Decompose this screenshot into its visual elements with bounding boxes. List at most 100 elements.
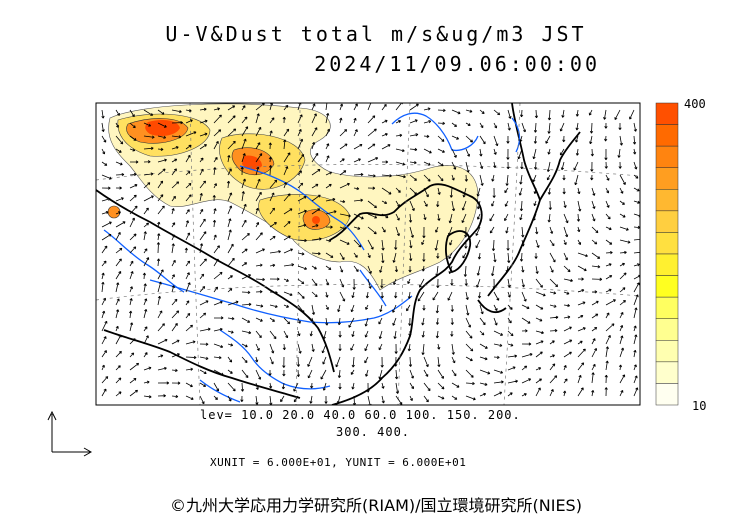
wind-arrow (353, 117, 357, 124)
wind-arrow (563, 226, 569, 238)
wind-arrow (268, 156, 272, 163)
wind-arrow (521, 317, 531, 324)
wind-arrow (311, 265, 317, 270)
wind-arrow (115, 258, 122, 267)
wind-arrow (493, 291, 500, 301)
wind-arrow (545, 135, 551, 144)
wind-arrow (591, 213, 596, 222)
wind-arrow (115, 211, 121, 215)
wind-arrow (157, 269, 164, 280)
wind-arrow (129, 122, 136, 129)
wind-arrow (605, 299, 616, 306)
wind-arrow (339, 170, 347, 176)
wind-arrow (297, 154, 305, 163)
wind-arrow (293, 382, 299, 392)
wind-arrow (632, 135, 637, 145)
wind-arrow (115, 148, 122, 153)
wind-arrow (129, 148, 136, 152)
wind-arrow (213, 107, 221, 111)
wind-arrow (535, 378, 542, 384)
wind-arrow (476, 200, 481, 210)
wind-arrow (171, 109, 182, 114)
wind-arrow (297, 330, 301, 337)
wind-arrow (227, 356, 233, 363)
wind-arrow (589, 122, 594, 134)
wind-arrow (199, 193, 203, 202)
wind-arrow (574, 174, 579, 186)
wind-arrow (143, 326, 148, 332)
wind-arrow (591, 300, 599, 306)
dust-plume-peak (145, 120, 320, 224)
wind-arrow (336, 395, 341, 404)
wind-arrow (476, 187, 481, 197)
wind-arrow (255, 222, 260, 228)
wind-arrow (157, 354, 164, 358)
wind-arrow (296, 369, 301, 377)
wind-arrow (534, 109, 539, 119)
wind-arrow (591, 252, 601, 259)
wind-arrow (533, 200, 537, 207)
wind-arrow (129, 135, 137, 141)
wind-arrow (436, 200, 440, 208)
wind-arrow (115, 247, 123, 254)
wind-arrow (199, 107, 207, 111)
wind-arrow (337, 317, 341, 326)
wind-arrow (269, 117, 275, 124)
wind-arrow (255, 263, 263, 267)
wind-arrow (549, 340, 555, 345)
wind-arrow (619, 239, 631, 244)
wind-arrow (212, 219, 217, 228)
colorbar-swatch (655, 383, 679, 406)
wind-arrow (364, 343, 369, 352)
wind-arrow (157, 366, 167, 371)
wind-arrow (521, 365, 528, 371)
wind-arrow (309, 395, 313, 404)
wind-arrow (311, 141, 316, 150)
wind-arrow (283, 128, 290, 137)
colorbar (655, 102, 679, 406)
wind-arrow (476, 278, 481, 288)
wind-arrow (293, 395, 299, 403)
wind-arrow (227, 155, 231, 163)
wind-arrow (185, 170, 191, 176)
wind-arrow (255, 290, 263, 294)
wind-arrow (577, 200, 582, 212)
wind-arrow (129, 233, 137, 241)
wind-arrow (269, 235, 276, 241)
wind-arrow (171, 381, 181, 385)
wind-arrow (532, 174, 537, 183)
wind-arrow (519, 252, 524, 262)
wind-arrow (129, 298, 133, 306)
wind-arrow (367, 174, 376, 178)
wind-arrow (395, 395, 403, 405)
wind-arrow (437, 148, 445, 153)
wind-arrow (101, 197, 111, 202)
wind-arrow (283, 152, 291, 163)
wind-arrow (492, 278, 496, 289)
wind-arrow (394, 291, 398, 299)
wind-arrow (185, 109, 192, 113)
colorbar-swatch (655, 340, 679, 363)
wind-arrow (465, 343, 474, 352)
wind-arrow (283, 193, 291, 202)
wind-arrow (605, 360, 609, 371)
wind-arrow (213, 395, 218, 400)
wind-arrow (423, 148, 432, 154)
wind-arrow (115, 282, 120, 293)
wind-arrow (604, 148, 608, 161)
wind-arrow (423, 161, 431, 166)
wind-arrow (227, 317, 235, 321)
wind-arrow (449, 187, 453, 198)
wind-arrow (465, 304, 470, 316)
wind-arrow (633, 251, 640, 254)
wind-arrow (521, 122, 527, 133)
wind-arrow (479, 161, 484, 170)
wind-arrow (563, 339, 573, 345)
wind-arrow (548, 200, 552, 210)
wind-arrow (591, 326, 598, 332)
wind-arrow (436, 252, 440, 259)
wind-arrow (309, 330, 313, 337)
wind-arrow (380, 356, 384, 368)
wind-arrow (549, 315, 559, 319)
wind-arrow (348, 317, 355, 328)
